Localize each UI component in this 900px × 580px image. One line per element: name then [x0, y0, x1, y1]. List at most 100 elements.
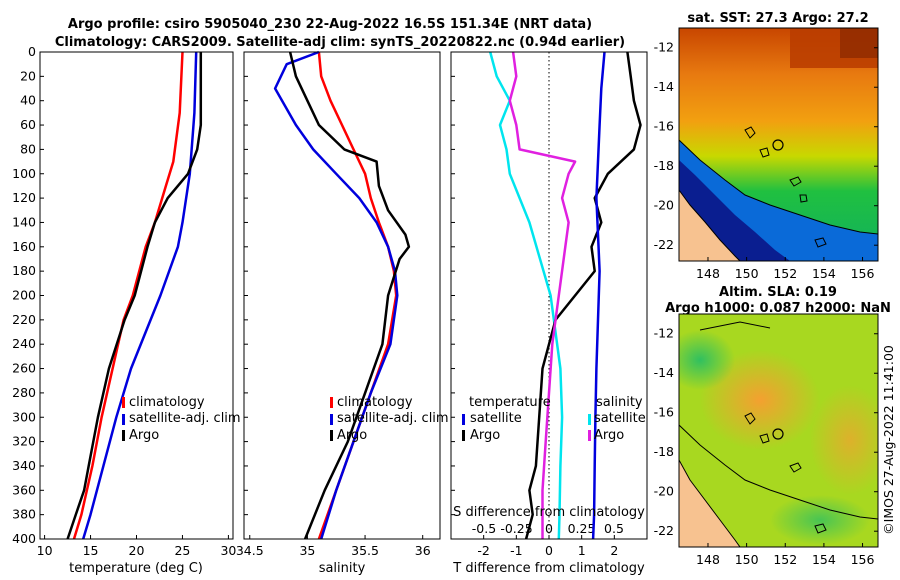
map-lat-label: -18 — [654, 444, 674, 459]
depth-tick-label: 260 — [12, 361, 36, 376]
sla-map-title-2: Argo h1000: 0.087 h2000: NaN — [665, 301, 891, 316]
temperature-panel: 10 15 20 25 30020406080100120140160180200220… — [12, 44, 240, 576]
map-lat-label: -12 — [654, 326, 674, 341]
salinity-diff-legend: salinity satellite Argo — [588, 395, 646, 443]
difference-axes-box — [450, 51, 648, 540]
depth-tick-label: 240 — [12, 336, 36, 351]
sla-map-field — [679, 314, 878, 547]
legend-label-climatology: climatology — [337, 395, 413, 410]
land-australia — [679, 460, 740, 547]
s-diff-tick-label: 0.25 — [568, 521, 596, 536]
x-tick-label: 25 — [174, 543, 190, 558]
depth-tick-label: 120 — [12, 190, 36, 205]
legend-label-argo: Argo — [129, 428, 159, 443]
reef-outlines — [744, 126, 827, 248]
depth-tick-label: 340 — [12, 458, 36, 473]
series-line-t-argo — [524, 51, 642, 540]
sla-map-frame — [678, 313, 879, 548]
map-lon-label: 152 — [773, 266, 797, 281]
salinity-legend: climatology satellite-adj. clim Argo — [330, 395, 449, 443]
s-difference-label: S difference from climatology — [453, 505, 645, 520]
series-line-climatology — [317, 51, 398, 540]
depth-tick-label: 140 — [12, 214, 36, 229]
figure-title-line1: Argo profile: csiro 5905040_230 22-Aug-2… — [68, 17, 592, 32]
sst-map-panel: sat. SST: 27.3 Argo: 27.2 148 150 152 154 15… — [654, 11, 879, 281]
legend-label-satellite: satellite-adj. clim — [337, 411, 449, 426]
legend-swatch-satellite — [330, 414, 333, 425]
x-tick-label: 10 — [37, 543, 53, 558]
x-tick-label: 0 — [545, 543, 553, 558]
salinity-xlabel: salinity — [319, 561, 366, 576]
map-lon-label: 154 — [812, 552, 836, 567]
x-tick-label: 35.5 — [351, 543, 379, 558]
legend-swatch-climatology — [330, 397, 333, 408]
depth-tick-label: 300 — [12, 409, 36, 424]
s-diff-tick-label: -0.5 — [472, 521, 496, 536]
legend-swatch-argo — [330, 430, 333, 441]
depth-tick-label: 200 — [12, 288, 36, 303]
x-tick-label: 15 — [83, 543, 99, 558]
land-australia — [679, 190, 740, 261]
coastline — [679, 459, 741, 547]
map-lat-label: -22 — [654, 237, 674, 252]
map-lon-label: 154 — [812, 266, 836, 281]
depth-tick-label: 220 — [12, 312, 36, 327]
depth-tick-label: 20 — [20, 68, 36, 83]
s-diff-tick-label: 0.5 — [604, 521, 624, 536]
depth-tick-label: 40 — [20, 93, 36, 108]
legend-label-satellite: satellite-adj. clim — [129, 411, 241, 426]
legend-label-argo: Argo — [337, 428, 367, 443]
legend-swatch-t-argo — [462, 430, 465, 441]
depth-tick-label: 60 — [20, 117, 36, 132]
map-lon-label: 156 — [851, 266, 875, 281]
legend-swatch-argo — [122, 430, 125, 441]
depth-tick-label: 180 — [12, 263, 36, 278]
t-difference-xlabel: T difference from climatology — [452, 561, 645, 576]
legend-swatch-satellite — [122, 414, 125, 425]
x-tick-label: 20 — [129, 543, 145, 558]
map-lat-label: -22 — [654, 523, 674, 538]
depth-tick-label: 320 — [12, 434, 36, 449]
legend-swatch-climatology — [122, 397, 125, 408]
temperature-legend: climatology satellite-adj. clim Argo — [122, 395, 241, 443]
reef-outlines — [699, 321, 827, 534]
s-diff-tick-label: -0.25 — [500, 521, 532, 536]
x-tick-label: -2 — [477, 543, 489, 558]
reef-contour — [679, 424, 878, 520]
sst-map-field — [679, 28, 878, 261]
figure-title-line2: Climatology: CARS2009. Satellite-adj cli… — [55, 35, 625, 50]
salinity-axes-box — [243, 51, 441, 540]
series-line-satellite-adj-clim — [273, 50, 399, 540]
map-lon-label: 156 — [851, 552, 875, 567]
map-lon-label: 150 — [735, 266, 759, 281]
map-lat-label: -20 — [654, 484, 674, 499]
temperature-diff-legend: temperature satellite Argo — [462, 395, 551, 443]
map-lat-label: -16 — [654, 119, 674, 134]
depth-tick-label: 160 — [12, 239, 36, 254]
legend-label-s-argo: Argo — [594, 428, 624, 443]
series-line-argo — [66, 52, 203, 540]
imos-watermark: ©IMOS 27-Aug-2022 11:41:00 — [881, 345, 896, 535]
legend-label-climatology: climatology — [129, 395, 205, 410]
reef-contour — [679, 139, 878, 235]
sla-map-panel: Altim. SLA: 0.19 Argo h1000: 0.087 h2000… — [654, 285, 891, 567]
depth-tick-label: 80 — [20, 141, 36, 156]
depth-tick-label: 0 — [28, 44, 36, 59]
sla-map-title-1: Altim. SLA: 0.19 — [719, 285, 837, 300]
legend-swatch-s-argo — [588, 430, 591, 441]
series-line-argo — [288, 51, 411, 540]
x-tick-label: 34.5 — [236, 543, 264, 558]
temperature-axes-box — [39, 51, 234, 540]
x-tick-label: -1 — [510, 543, 522, 558]
map-lat-label: -12 — [654, 40, 674, 55]
float-position-marker — [772, 139, 784, 151]
series-line-climatology — [72, 51, 184, 540]
sst-map-frame — [678, 27, 879, 262]
map-lon-label: 152 — [773, 552, 797, 567]
series-line-s-argo — [508, 51, 577, 539]
sst-map-title: sat. SST: 27.3 Argo: 27.2 — [687, 11, 868, 26]
depth-tick-label: 380 — [12, 507, 36, 522]
map-lat-label: -14 — [654, 79, 674, 94]
